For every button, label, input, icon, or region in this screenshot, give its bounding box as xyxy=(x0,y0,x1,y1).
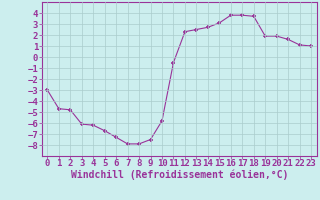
X-axis label: Windchill (Refroidissement éolien,°C): Windchill (Refroidissement éolien,°C) xyxy=(70,170,288,180)
